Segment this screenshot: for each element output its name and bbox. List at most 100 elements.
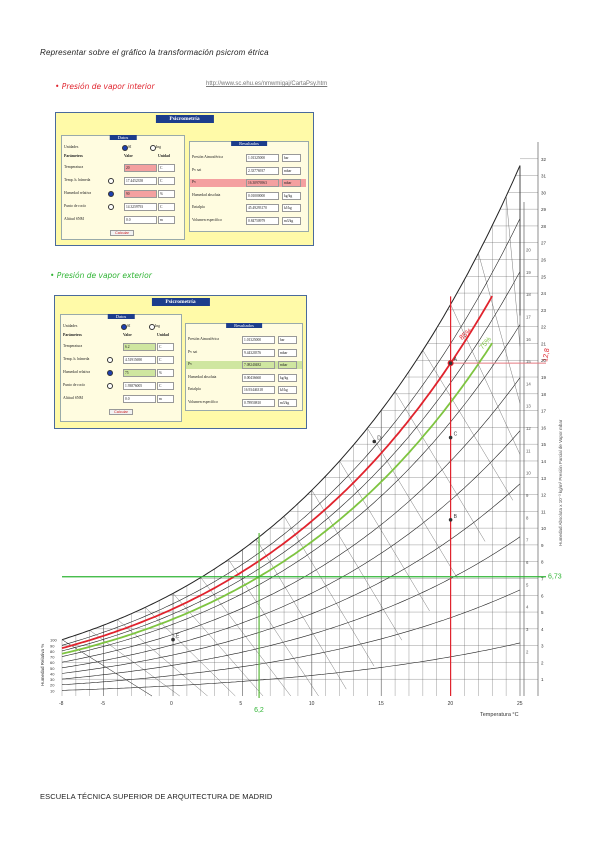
- pv-tick-label: 3: [541, 644, 544, 649]
- header-param: Parámetros: [63, 333, 82, 337]
- param-value-input[interactable]: 90: [124, 190, 157, 198]
- result-label: Humedad absoluta: [188, 374, 217, 379]
- wetbulb-line: [200, 577, 291, 697]
- result-value: 0.01000000: [246, 191, 279, 200]
- pv-tick-label: 29: [541, 207, 547, 212]
- header-value: Valor: [123, 333, 132, 337]
- pv-tick-label: 18: [541, 392, 547, 397]
- param-value-input[interactable]: 0.0: [123, 395, 156, 403]
- pv-tick-label: 5: [541, 610, 544, 615]
- param-radio[interactable]: [108, 204, 114, 210]
- pv-tick-label: 19: [541, 375, 547, 380]
- radio-si[interactable]: [122, 145, 128, 151]
- pv-tick-label: 20: [541, 358, 547, 363]
- source-link[interactable]: http://www.sc.ehu.es/nmwmigaj/CartaPsy.h…: [206, 81, 328, 87]
- param-value-input[interactable]: 75: [123, 369, 156, 377]
- wetbulb-line: [256, 539, 347, 690]
- param-value-input[interactable]: 1.93876005: [123, 382, 156, 390]
- result-value: 9.44320376: [242, 348, 275, 357]
- pv-tick-label: 16: [541, 425, 547, 430]
- calcular-button[interactable]: Calcular: [109, 409, 133, 415]
- x-axis-label: Temperatura °C: [480, 712, 519, 718]
- annotation-ext-temp: 6,2: [254, 707, 264, 714]
- pv-tick-label: 27: [541, 241, 547, 246]
- rh-tick-label: 80: [50, 649, 55, 654]
- rh-tick-label: 70: [50, 655, 55, 660]
- wetbulb-line: [422, 350, 513, 501]
- rh-curve: [61, 483, 521, 674]
- abs-tick-label: 2: [526, 649, 529, 654]
- units-label: Unidades: [63, 324, 78, 328]
- param-value-input[interactable]: 20: [124, 164, 157, 172]
- abs-tick-label: 18: [526, 292, 531, 297]
- param-radio[interactable]: [107, 370, 113, 376]
- header-unit: Unidad: [157, 333, 170, 337]
- input-row: Humedad relativa 75%: [61, 369, 181, 377]
- pv-tick-label: 17: [541, 409, 547, 414]
- result-unit: kg/kg: [282, 191, 301, 200]
- pv-tick-label: 23: [541, 308, 547, 313]
- pv-tick-label: 6: [541, 593, 544, 598]
- param-value-input[interactable]: 6.2: [123, 343, 156, 351]
- radio-si[interactable]: [121, 324, 127, 330]
- param-value-input[interactable]: 17.4452358: [124, 177, 157, 185]
- pv-tick-label: 26: [541, 258, 547, 263]
- param-unit: C: [158, 177, 175, 185]
- rh-tick-label: 30: [50, 677, 55, 682]
- wetbulb-line: [117, 619, 208, 697]
- abs-tick-label: 6: [526, 560, 529, 565]
- point-C: [448, 435, 453, 440]
- rh-curve-75pct: [61, 342, 493, 655]
- result-unit: mbar: [278, 361, 297, 369]
- abs-tick-label: 20: [526, 247, 531, 252]
- param-unit: %: [157, 369, 174, 377]
- param-unit: C: [158, 203, 175, 211]
- point-E: [171, 637, 175, 642]
- rh-curve: [61, 536, 521, 680]
- point-A: [448, 361, 453, 365]
- param-value-input[interactable]: 14.3259793: [124, 203, 157, 211]
- result-label: Pv sat: [188, 349, 198, 354]
- wetbulb-line: [283, 516, 375, 667]
- annotation-ext-pv: 6,73: [548, 574, 562, 581]
- result-row: Volumen específico 0.78950810 m3/kg: [186, 398, 302, 407]
- pv-tick-label: 14: [541, 459, 547, 464]
- footer-school: ESCUELA TÉCNICA SUPERIOR DE ARQUITECTURA…: [40, 792, 273, 801]
- input-row: Temp. h. húmeda 17.4452358 C: [62, 177, 182, 185]
- radio-ing[interactable]: [150, 145, 156, 151]
- wetbulb-line: [89, 630, 180, 697]
- abs-tick-label: 7: [526, 538, 529, 543]
- radio-ing[interactable]: [149, 324, 155, 330]
- abs-tick-label: 8: [526, 515, 529, 520]
- param-radio[interactable]: [108, 178, 114, 184]
- rh-curve: [61, 271, 521, 652]
- pv-tick-label: 31: [541, 174, 547, 179]
- pv-tick-label: 21: [541, 341, 547, 346]
- result-label: Volumen específico: [188, 399, 218, 404]
- rh-tick-label: 50: [50, 666, 55, 671]
- rh-curve: [61, 324, 521, 657]
- point-D: [372, 439, 377, 444]
- result-row: Pv 16.30976963 mbar: [190, 179, 306, 187]
- param-value-input[interactable]: 4.51915690: [123, 356, 156, 364]
- result-unit: kJ/kg: [278, 386, 297, 394]
- result-unit: mbar: [282, 166, 301, 175]
- result-value: 45.49293170: [246, 204, 279, 212]
- header-row: Parámetros Valor Unidad: [62, 153, 182, 161]
- param-label: Temp. h. húmeda: [63, 357, 90, 361]
- pv-tick-label: 1: [541, 677, 544, 682]
- result-label: Humedad absoluta: [192, 192, 221, 197]
- param-value-input[interactable]: 0.0: [124, 216, 157, 224]
- wetbulb-line: [172, 593, 264, 697]
- param-radio[interactable]: [107, 383, 113, 389]
- param-radio[interactable]: [108, 191, 114, 197]
- pv-tick-label: 10: [541, 526, 547, 531]
- pv-tick-label: 15: [541, 442, 547, 447]
- calcular-button[interactable]: Calcular: [110, 230, 134, 236]
- result-value: 16.93446318: [242, 386, 275, 394]
- param-radio[interactable]: [107, 357, 113, 363]
- param-label: Altitud SNM: [63, 396, 83, 400]
- pv-tick-label: 2: [541, 660, 544, 665]
- wetbulb-line: [61, 639, 153, 697]
